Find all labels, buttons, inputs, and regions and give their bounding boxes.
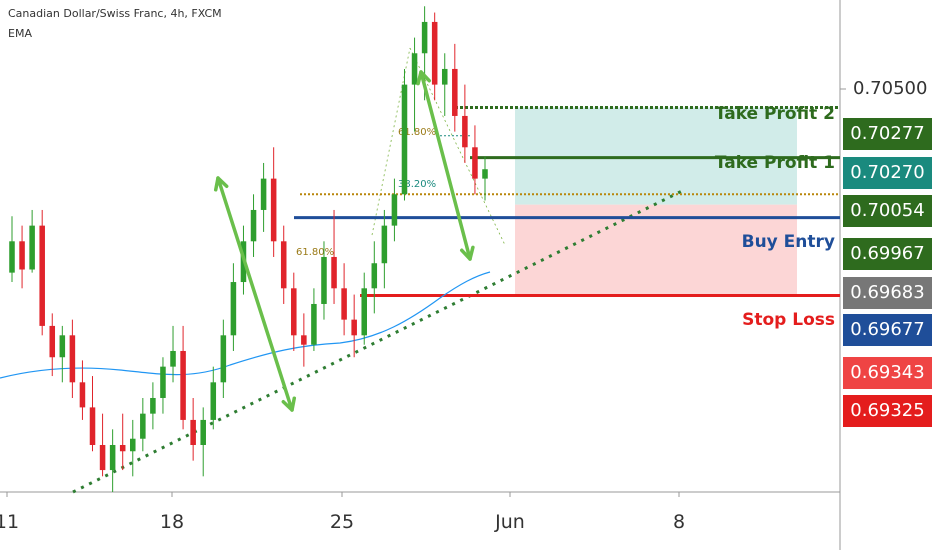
candle-body (331, 256, 337, 289)
swing-arrow-right (419, 70, 472, 261)
candle-body (220, 335, 227, 383)
candle-body (351, 319, 357, 336)
date-tick-jun: Jun (495, 511, 525, 533)
candle-body (150, 397, 156, 414)
candle-body (59, 335, 66, 358)
candle-body (9, 241, 15, 273)
candle-body (452, 68, 458, 116)
candle-body (129, 438, 136, 452)
candle-body (79, 382, 86, 408)
chart-title: Canadian Dollar/Swiss Franc, 4h, FXCM (8, 7, 222, 20)
candle-body (19, 241, 25, 270)
level-label-buy-entry: Buy Entry (741, 232, 835, 252)
date-tick-8: 8 (672, 511, 686, 533)
candle-body (109, 444, 116, 471)
candle-body (421, 21, 428, 54)
axis-price-label: 0.70500 (853, 78, 928, 99)
date-tick-25: 25 (329, 511, 355, 533)
candle-body (311, 303, 317, 345)
candle-body (401, 84, 408, 195)
price-tag-gray: 0.69683 (843, 277, 932, 309)
candle-body (190, 419, 196, 445)
ema-line (0, 271, 491, 379)
candle-body (89, 407, 96, 445)
candle-body (280, 241, 287, 289)
candle-body (391, 194, 398, 226)
candle-body (29, 225, 35, 270)
swing-arrow-left (216, 176, 294, 412)
candle-body (260, 178, 267, 210)
candle-body (441, 68, 448, 85)
candle-body (49, 325, 56, 358)
fib-channel-right (409, 47, 506, 246)
candle-body (301, 335, 307, 345)
swing-arrow-right-head (416, 70, 431, 86)
profit-zone (515, 107, 797, 205)
candle-body (99, 444, 106, 471)
loss-zone (515, 204, 797, 296)
candle-body (230, 282, 237, 336)
price-tag-stop-loss: 0.69325 (843, 395, 932, 427)
candle-body (482, 169, 488, 179)
candle-body (431, 21, 438, 85)
candle-body (270, 178, 277, 242)
price-tag-last: 0.70054 (843, 195, 932, 227)
price-tag-take-profit-1: 0.70270 (843, 157, 932, 189)
candle-body (371, 263, 378, 289)
candle-body (291, 288, 297, 336)
candle-body (160, 366, 166, 398)
candle-body (119, 444, 126, 452)
fib-label: 38.20% (398, 179, 436, 190)
candle-body (69, 335, 76, 383)
fib-label: 61.80% (398, 127, 436, 138)
price-tag-buy-entry: 0.69967 (843, 238, 932, 270)
candle-body (462, 115, 468, 148)
candle-body (170, 350, 176, 367)
level-label-take-profit-1: Take Profit 1 (714, 153, 835, 173)
candle-body (321, 256, 327, 304)
candle-body (39, 225, 45, 326)
candle-body (381, 225, 388, 264)
price-tag-take-profit-2: 0.70277 (843, 118, 932, 150)
price-tag-red-light: 0.69343 (843, 357, 932, 389)
level-label-stop-loss: Stop Loss (742, 310, 835, 330)
level-label-take-profit-2: Take Profit 2 (714, 104, 835, 124)
candle-body (200, 419, 206, 445)
candle-body (341, 288, 347, 320)
candle-body (472, 147, 478, 179)
indicator-label-ema: EMA (8, 27, 32, 40)
candle-body (361, 288, 368, 336)
candle-body (210, 382, 217, 420)
candle-body (140, 413, 146, 439)
fib-channel-left (371, 47, 411, 236)
swing-arrow-right-head (460, 245, 475, 261)
candle-body (411, 53, 418, 85)
candle-body (180, 350, 186, 420)
swing-arrow-left-head (213, 176, 229, 192)
candle-body (250, 209, 257, 242)
fib-label: 61.80% (296, 247, 334, 258)
trendline (72, 187, 687, 494)
date-tick-11: 11 (0, 511, 20, 533)
swing-arrow-left-head (281, 396, 297, 412)
price-tag-stop-loss-blue: 0.69677 (843, 314, 932, 346)
date-tick-18: 18 (159, 511, 185, 533)
